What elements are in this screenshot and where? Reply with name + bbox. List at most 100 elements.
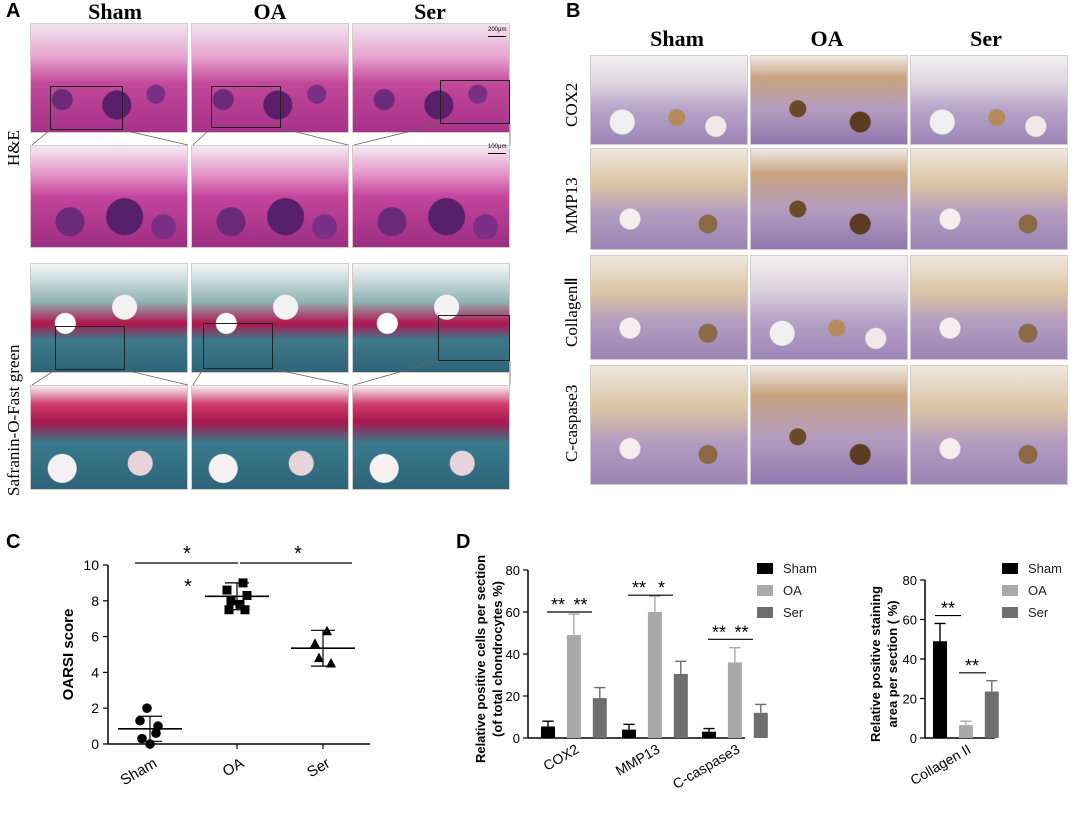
y-tick-label: 2 xyxy=(91,700,99,716)
x-tick-label: MMP13 xyxy=(613,741,663,779)
ihc-cox2-sham xyxy=(590,55,748,145)
significance-star: ** xyxy=(965,656,979,676)
y-tick-label: 10 xyxy=(83,557,99,573)
he-zoom-sham xyxy=(30,145,188,248)
ihc-collagen2-oa xyxy=(750,255,908,360)
ihc-ccaspase3-ser xyxy=(910,365,1068,485)
significance-star: ** xyxy=(573,595,587,615)
x-tick-label: OA xyxy=(220,755,247,781)
x-tick-label: Ser xyxy=(304,755,333,781)
bar-sham xyxy=(933,641,947,738)
legend-label-ser: Ser xyxy=(783,605,804,620)
row-label-ccaspase3: C-caspase3 xyxy=(562,384,581,462)
bar-ser xyxy=(673,673,688,738)
zoom-box xyxy=(55,326,125,370)
sf-overview-oa xyxy=(191,263,349,373)
x-tick-label: Collagen II xyxy=(907,741,973,788)
y-tick-label: 6 xyxy=(91,629,99,645)
y-tick-label: 0 xyxy=(513,731,520,746)
legend-swatch-sham xyxy=(757,563,773,574)
data-point-ser xyxy=(310,638,320,648)
significance-star: ** xyxy=(632,578,646,598)
bar-oa xyxy=(647,612,662,738)
significance-star: * xyxy=(294,543,302,565)
y-axis-title: Relative positive cells per section xyxy=(473,555,488,763)
he-overview-oa xyxy=(191,23,349,133)
data-point-oa xyxy=(235,599,245,609)
x-tick-label: C-caspase3 xyxy=(670,741,743,792)
ihc-ccaspase3-sham xyxy=(590,365,748,485)
y-tick-label: 0 xyxy=(910,731,917,746)
y-tick-label: 20 xyxy=(903,692,917,707)
bar-ser xyxy=(984,691,999,738)
y-tick-label: 40 xyxy=(903,652,917,667)
staining-area-chart: 0 20 40 60 80 Relative positive staining area … xyxy=(868,561,1062,788)
scale-bar xyxy=(488,36,506,37)
y-axis-title: area per section ( %) xyxy=(885,600,900,727)
bar-ser xyxy=(753,712,768,738)
ihc-cox2-ser xyxy=(910,55,1068,145)
scale-label-200: 200μm xyxy=(488,27,507,33)
sf-zoom-oa xyxy=(191,385,349,490)
data-point-ser xyxy=(326,657,336,668)
data-point-oa xyxy=(222,585,232,595)
zoom-box xyxy=(203,323,273,369)
legend-swatch-sham xyxy=(1002,563,1018,574)
ihc-mmp13-oa xyxy=(750,148,908,250)
x-tick-label: Sham xyxy=(118,755,160,789)
legend-swatch-oa xyxy=(757,585,773,596)
y-axis-title: (of total chondrocytes %) xyxy=(490,581,505,737)
sf-zoom-ser xyxy=(352,385,510,490)
significance-star: * xyxy=(184,576,192,598)
sf-zoom-sham xyxy=(30,385,188,490)
ihc-collagen2-ser xyxy=(910,255,1068,360)
data-point-sham xyxy=(151,728,161,739)
scale-label-100: 100μm xyxy=(488,144,507,150)
row-label-collagen2: CollagenⅡ xyxy=(562,277,581,347)
col-header-sham-a: Sham xyxy=(88,0,142,24)
bar-sham xyxy=(702,731,716,738)
positive-cells-chart: 0 20 40 60 80 Relative positive cells per sec… xyxy=(473,555,817,792)
col-header-oa-b: OA xyxy=(810,26,844,51)
col-header-oa-a: OA xyxy=(253,0,287,24)
bar-oa xyxy=(727,662,742,738)
bar-sham xyxy=(541,726,555,738)
data-point-sham xyxy=(135,715,145,726)
panel-label-b: B xyxy=(566,0,581,22)
legend-swatch-ser xyxy=(757,607,773,618)
he-overview-sham xyxy=(30,23,188,133)
legend-label-ser: Ser xyxy=(1028,605,1049,620)
zoom-connectors xyxy=(31,123,511,386)
significance-star: * xyxy=(658,578,665,598)
ihc-ccaspase3-oa xyxy=(750,365,908,485)
bar-oa xyxy=(566,635,581,738)
row-label-cox2: COX2 xyxy=(562,82,581,127)
oarsi-chart: 0 2 4 6 8 10 OARSI score Sham OA Ser * * * xyxy=(60,543,370,789)
data-point-oa xyxy=(242,590,252,600)
x-tick-label: COX2 xyxy=(540,741,581,774)
zoom-box xyxy=(438,315,510,361)
ihc-mmp13-sham xyxy=(590,148,748,250)
zoom-box xyxy=(211,86,281,128)
he-overview-ser xyxy=(352,23,510,133)
data-point-sham xyxy=(137,733,147,744)
he-zoom-oa xyxy=(191,145,349,248)
y-axis-title: Relative positive staining xyxy=(868,586,883,742)
y-tick-label: 20 xyxy=(506,689,520,704)
y-axis-title: OARSI score xyxy=(60,609,77,701)
sf-overview-ser xyxy=(352,263,510,373)
data-point-ser xyxy=(314,652,324,663)
bar-sham xyxy=(622,729,636,738)
col-header-sham-b: Sham xyxy=(650,26,704,51)
ihc-collagen2-sham xyxy=(590,255,748,360)
panel-label-c: C xyxy=(6,531,21,553)
panel-label-a: A xyxy=(6,0,21,22)
ihc-mmp13-ser xyxy=(910,148,1068,250)
zoom-box xyxy=(440,80,510,124)
data-point-oa xyxy=(226,596,236,606)
y-tick-label: 80 xyxy=(506,563,520,578)
legend-label-sham: Sham xyxy=(1028,561,1062,576)
y-tick-label: 60 xyxy=(903,613,917,628)
significance-star: ** xyxy=(551,595,565,615)
y-tick-label: 80 xyxy=(903,573,917,588)
